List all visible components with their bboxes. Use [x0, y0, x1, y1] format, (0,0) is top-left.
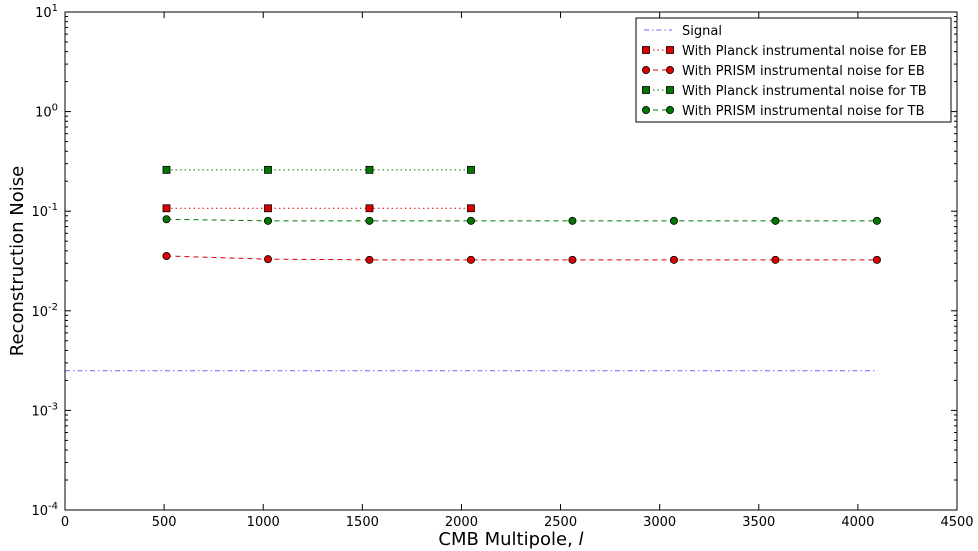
x-tick-label: 4000	[841, 515, 874, 530]
legend-marker	[666, 106, 675, 115]
data-point	[263, 216, 272, 225]
x-tick-label: 2000	[445, 515, 478, 530]
legend-label: Signal	[682, 24, 722, 39]
data-point	[467, 165, 475, 174]
legend-marker	[666, 46, 674, 54]
data-point	[771, 216, 780, 225]
y-tick-label: 101	[35, 3, 58, 21]
data-point	[263, 255, 272, 264]
y-tick-label: 10-2	[31, 302, 58, 320]
data-point	[365, 255, 374, 264]
series-line-4	[166, 218, 877, 222]
legend-entry-3: With Planck instrumental noise for TB	[642, 84, 927, 99]
data-point	[162, 204, 171, 213]
y-tick-label: 10-4	[31, 501, 58, 519]
data-point	[568, 255, 577, 264]
y-axis-label: Reconstruction Noise	[7, 166, 28, 356]
legend: Signal With Planck instrumental noise for…	[635, 17, 952, 123]
legend-marker	[642, 46, 650, 54]
x-tick-label: 500	[152, 515, 177, 530]
data-point	[669, 216, 678, 225]
legend-label: With Planck instrumental noise for TB	[682, 84, 927, 99]
x-tick-label: 2500	[544, 515, 577, 530]
data-point	[872, 216, 881, 225]
series-3	[162, 165, 475, 174]
legend-marker	[642, 106, 651, 115]
legend-entry-1: With Planck instrumental noise for EB	[642, 44, 927, 59]
data-point	[365, 216, 374, 225]
legend-label: With PRISM instrumental noise for EB	[682, 64, 925, 79]
x-axis-label: CMB Multipole, l	[438, 529, 583, 550]
data-point	[771, 255, 780, 264]
data-point	[365, 204, 374, 213]
x-tick-label: 0	[61, 515, 69, 530]
legend-marker	[666, 66, 675, 75]
legend-label: With Planck instrumental noise for EB	[682, 44, 927, 59]
y-tick-label: 10-1	[31, 202, 58, 220]
data-point	[162, 165, 171, 174]
data-point	[264, 165, 272, 174]
series-layer	[65, 165, 881, 372]
x-tick-label: 1500	[346, 515, 379, 530]
legend-entry-2: With PRISM instrumental noise for EB	[642, 64, 925, 79]
legend-marker	[642, 66, 651, 75]
x-axis-label-symbol: l	[579, 529, 584, 550]
ticks-layer: 0 500 1000 1500 2000 2500 3000 3500 4000 4500 10-4…	[31, 3, 973, 530]
data-point	[162, 215, 171, 224]
data-point	[467, 204, 475, 213]
plot-frame	[64, 11, 958, 511]
data-point	[466, 216, 475, 225]
legend-box	[635, 17, 952, 123]
x-tick-label: 3000	[643, 515, 676, 530]
series-1	[162, 204, 475, 213]
legend-entry-0: Signal	[644, 24, 722, 39]
series-line-2	[166, 255, 877, 261]
legend-marker	[642, 86, 650, 94]
legend-label: With PRISM instrumental noise for TB	[682, 104, 925, 119]
data-point	[162, 251, 171, 260]
data-point	[872, 255, 881, 264]
legend-marker	[666, 86, 674, 94]
x-tick-label: 3500	[742, 515, 775, 530]
data-point	[365, 165, 374, 174]
data-point	[264, 204, 272, 213]
data-point	[466, 255, 475, 264]
series-2	[162, 251, 881, 264]
x-tick-label: 1000	[247, 515, 280, 530]
legend-entry-4: With PRISM instrumental noise for TB	[642, 104, 925, 119]
series-4	[162, 215, 881, 225]
data-point	[669, 255, 678, 264]
y-tick-label: 100	[35, 103, 58, 121]
y-tick-label: 10-3	[31, 401, 58, 419]
data-point	[568, 216, 577, 225]
x-tick-label: 4500	[940, 515, 973, 530]
